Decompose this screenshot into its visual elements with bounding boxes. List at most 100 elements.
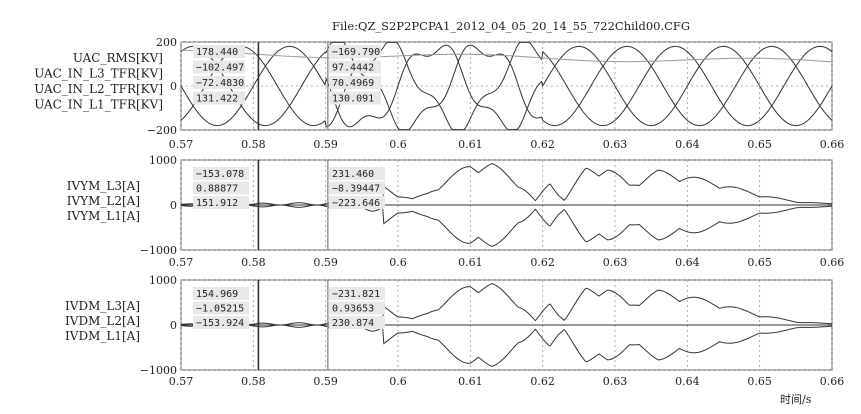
trace-line — [181, 49, 833, 63]
y-tick-label: −1000 — [140, 364, 177, 377]
x-tick-label: 0.57 — [169, 375, 194, 388]
x-tick-label: 0.58 — [241, 256, 266, 269]
cursor-readout: 130.091 — [332, 94, 374, 105]
x-tick-label: 0.59 — [313, 375, 338, 388]
y-tick-label: 1000 — [149, 154, 177, 167]
y-tick-label: 1000 — [149, 274, 177, 287]
x-tick-label: 0.62 — [530, 375, 555, 388]
signal-label: UAC_IN_L1_TFR[KV] — [34, 98, 163, 112]
readout-box — [193, 167, 249, 180]
x-tick-label: 0.65 — [747, 256, 772, 269]
x-tick-label: 0.64 — [675, 375, 700, 388]
x-tick-label: 0.63 — [603, 375, 628, 388]
x-tick-label: 0.57 — [169, 138, 194, 151]
y-tick-label: −200 — [147, 124, 177, 137]
signal-label: UAC_IN_L3_TFR[KV] — [34, 67, 163, 81]
trace-line — [180, 41, 833, 131]
readout-box — [329, 316, 385, 329]
trace-line — [180, 44, 833, 131]
readout-box — [193, 301, 249, 315]
panel-voltage: 0.57 0.58 0.59 0.6 0.61 0.62 0.63 0.64 0.65 0.66 2… — [34, 36, 844, 151]
x-tick-label: 0.63 — [603, 256, 628, 269]
readout-box — [193, 196, 249, 209]
signal-label: IVYM_L1[A] — [67, 209, 140, 223]
readout-box — [193, 45, 245, 58]
cursor-readout: 97.4442 — [332, 63, 374, 74]
x-tick-label: 0.6 — [389, 256, 407, 269]
trace-line — [180, 163, 832, 206]
readout-box — [329, 76, 381, 89]
x-tick-label: 0.62 — [530, 256, 555, 269]
readout-box — [193, 316, 249, 329]
readout-box — [329, 91, 381, 105]
cursor-readout: −72.4830 — [196, 78, 244, 89]
x-tick-label: 0.64 — [675, 138, 700, 151]
cursor-readout: 131.422 — [196, 94, 238, 105]
cursor-readout: −153.078 — [196, 169, 244, 180]
x-tick-label: 0.64 — [675, 256, 700, 269]
x-tick-label: 0.57 — [169, 256, 194, 269]
panels: 0.57 0.58 0.59 0.6 0.61 0.62 0.63 0.64 0.65 0.66 2… — [34, 36, 844, 388]
y-tick-label: −1000 — [140, 244, 177, 257]
readout-box — [193, 60, 245, 74]
cursor-readout: −169.790 — [332, 47, 380, 58]
readout-box — [329, 301, 385, 315]
x-tick-label: 0.62 — [530, 138, 555, 151]
signal-label: IVDM_L3[A] — [65, 299, 140, 313]
cursor-readout: −223.646 — [332, 198, 380, 209]
x-tick-label: 0.6 — [389, 375, 407, 388]
x-tick-label: 0.58 — [241, 375, 266, 388]
readout-box — [329, 196, 385, 209]
x-tick-label: 0.61 — [458, 138, 483, 151]
readout-box — [329, 60, 381, 74]
y-tick-label: 0 — [170, 80, 177, 93]
cursor-readout: 230.874 — [332, 318, 374, 329]
y-tick-label: 200 — [156, 36, 177, 49]
cursor-readout: 154.969 — [196, 289, 238, 300]
cursor-readout: −231.821 — [332, 289, 380, 300]
x-tick-label: 0.59 — [313, 138, 338, 151]
x-tick-label: 0.66 — [820, 138, 845, 151]
signal-label: IVYM_L3[A] — [67, 179, 140, 193]
cursor-readout: 231.460 — [332, 169, 374, 180]
cursor-readout: −1.05215 — [196, 304, 244, 315]
cursor-readout: 70.4969 — [332, 78, 374, 89]
y-tick-label: 0 — [170, 319, 177, 332]
signal-label: IVYM_L2[A] — [67, 194, 140, 208]
readout-box — [193, 181, 249, 195]
cursor-readout: 0.93653 — [332, 304, 374, 315]
y-tick-label: 0 — [170, 199, 177, 212]
cursor-readout: 151.912 — [196, 198, 238, 209]
trace-line — [180, 324, 832, 367]
x-tick-label: 0.58 — [241, 138, 266, 151]
x-tick-label: 0.66 — [820, 256, 845, 269]
cursor-readout: 0.88877 — [196, 184, 238, 195]
readout-box — [193, 287, 249, 300]
readout-box — [193, 91, 245, 105]
x-tick-label: 0.61 — [458, 256, 483, 269]
x-axis-title: 时间/s — [780, 393, 812, 406]
cursor-readout: 178.440 — [196, 47, 238, 58]
cursor-readout: −102.497 — [196, 63, 244, 74]
signal-label: UAC_IN_L2_TFR[KV] — [34, 82, 163, 96]
x-tick-label: 0.65 — [747, 375, 772, 388]
trace-line — [180, 283, 832, 326]
cursor-readout: −153.924 — [196, 318, 244, 329]
readout-box — [329, 181, 385, 195]
signal-label: IVDM_L2[A] — [65, 314, 140, 328]
signal-label: IVDM_L1[A] — [65, 329, 140, 343]
trace-line — [180, 204, 832, 247]
x-tick-label: 0.61 — [458, 375, 483, 388]
x-tick-label: 0.6 — [389, 138, 407, 151]
x-tick-label: 0.66 — [820, 375, 845, 388]
readout-box — [193, 76, 245, 89]
file-title: File:QZ_S2P2PCPA1_2012_04_05_20_14_55_72… — [332, 19, 690, 33]
readout-box — [329, 287, 385, 300]
x-tick-label: 0.59 — [313, 256, 338, 269]
readout-box — [329, 167, 385, 180]
cursor-readout: −8.39447 — [332, 184, 380, 195]
signal-label: UAC_RMS[KV] — [73, 51, 163, 65]
panel-ivym: 0.57 0.58 0.59 0.6 0.61 0.62 0.63 0.64 0.65 0.66 1… — [67, 154, 845, 269]
x-tick-label: 0.65 — [747, 138, 772, 151]
